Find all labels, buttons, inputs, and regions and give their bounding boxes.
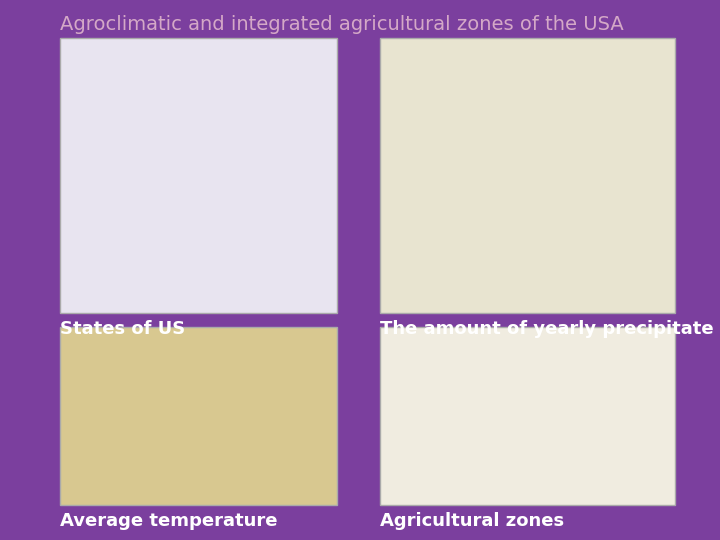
Bar [380,38,675,313]
Bar [60,327,337,505]
Text: States of US: States of US [60,320,185,339]
Bar [60,38,337,313]
Bar [380,327,675,505]
Text: Agricultural zones: Agricultural zones [380,512,564,530]
Text: The amount of yearly precipitate: The amount of yearly precipitate [380,320,714,339]
Text: Agroclimatic and integrated agricultural zones of the USA: Agroclimatic and integrated agricultural… [60,15,624,34]
Text: Average temperature: Average temperature [60,512,277,530]
